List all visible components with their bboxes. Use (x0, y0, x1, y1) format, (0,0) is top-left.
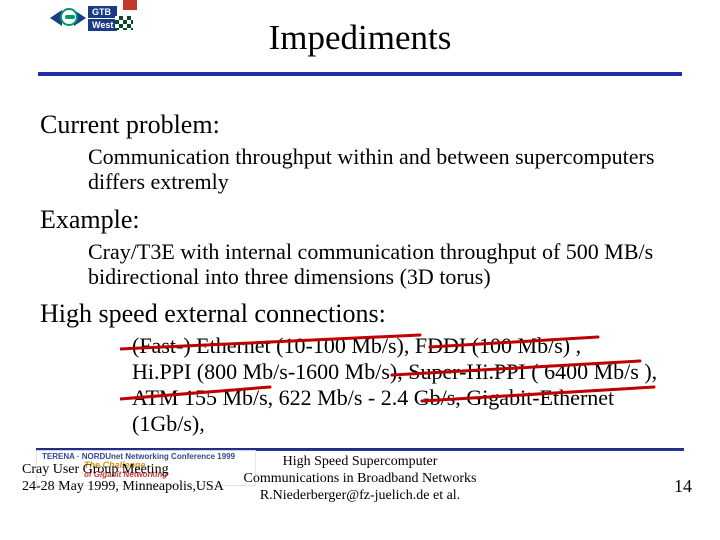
heading-current-problem: Current problem: (40, 110, 680, 140)
logo-gtb-label: GTB (88, 6, 117, 18)
body-example: Cray/T3E with internal communication thr… (88, 239, 680, 290)
slide: GTB West Impediments Current problem: Co… (0, 0, 720, 540)
title-rule (38, 72, 682, 76)
body-current-problem: Communication throughput within and betw… (88, 144, 680, 195)
heading-example: Example: (40, 205, 680, 235)
page-number: 14 (674, 476, 692, 497)
footer-center-line1: High Speed Supercomputer (283, 454, 438, 469)
slide-content: Current problem: Communication throughpu… (40, 110, 680, 437)
hs-line3: ATM 155 Mb/s, 622 Mb/s - 2.4 Gb/s, Gigab… (132, 385, 614, 436)
body-highspeed: (Fast-) Ethernet (10-100 Mb/s), FDDI (10… (132, 333, 680, 437)
footer-center-line3: R.Niederberger@fz-juelich.de et al. (260, 488, 460, 503)
hs-line1: (Fast-) Ethernet (10-100 Mb/s), FDDI (10… (132, 333, 581, 358)
hs-line2: Hi.PPI (800 Mb/s-1600 Mb/s), Super-Hi.PP… (132, 359, 657, 384)
logo-accent-square (123, 0, 137, 10)
footer-center-line2: Communications in Broadband Networks (244, 471, 477, 486)
slide-title: Impediments (0, 18, 720, 58)
heading-highspeed: High speed external connections: (40, 299, 680, 329)
footer-center: High Speed Supercomputer Communications … (0, 454, 720, 504)
